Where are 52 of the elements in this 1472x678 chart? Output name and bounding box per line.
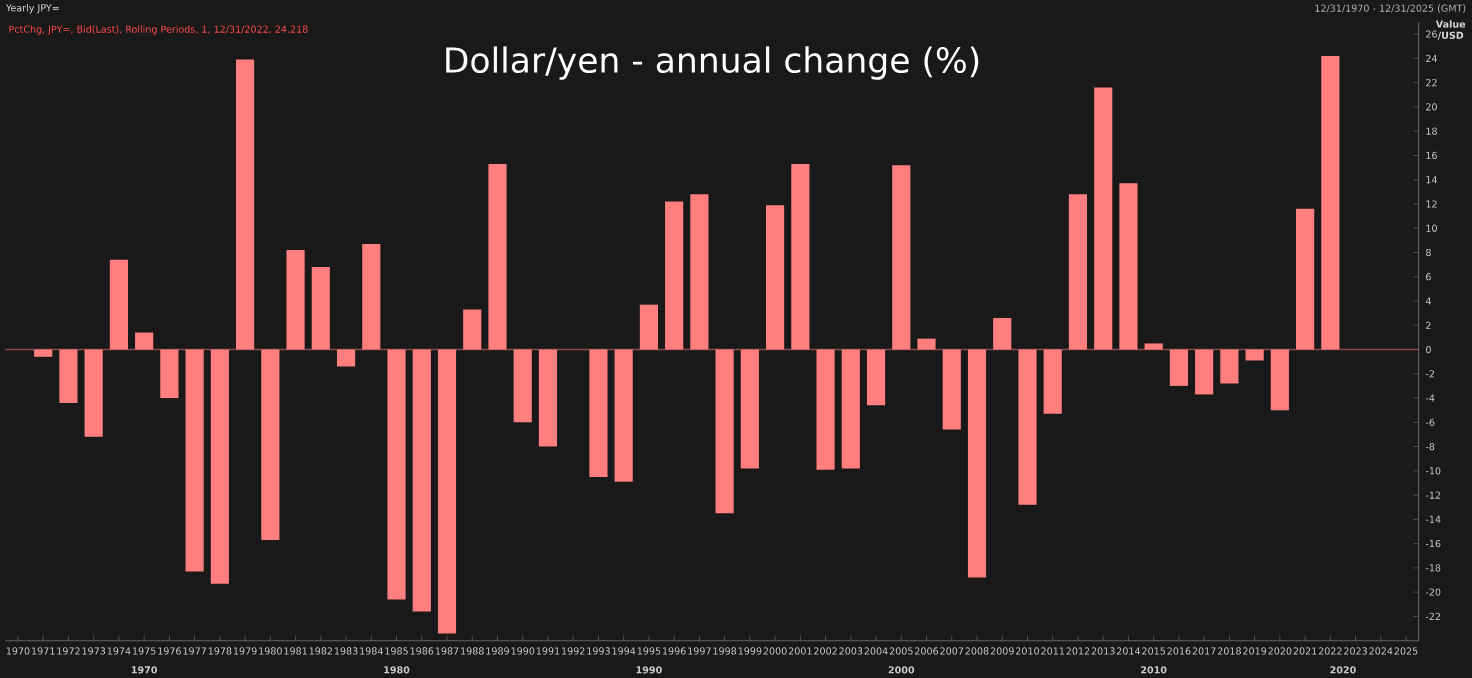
- bar: [639, 304, 658, 350]
- bar: [967, 349, 987, 578]
- bar: [336, 349, 356, 367]
- bar: [412, 349, 431, 612]
- bar: [185, 349, 204, 572]
- bar: [892, 165, 911, 350]
- bar: [1169, 349, 1188, 386]
- bar: [488, 163, 507, 350]
- bar: [311, 267, 330, 350]
- bar: [715, 349, 734, 514]
- bar: [59, 349, 78, 403]
- bar: [1043, 349, 1062, 414]
- bar: [816, 349, 835, 470]
- bar: [160, 349, 179, 399]
- bar: [1296, 208, 1315, 350]
- bar: [766, 205, 785, 350]
- bar: [1068, 194, 1088, 350]
- bar: [1245, 349, 1264, 361]
- bar: [437, 349, 457, 634]
- bar: [1321, 55, 1340, 350]
- bar: [740, 349, 759, 469]
- bar: [1144, 343, 1163, 350]
- bar: [538, 349, 558, 447]
- bar: [1018, 349, 1037, 505]
- bar: [614, 349, 633, 482]
- bar: [362, 243, 381, 350]
- bar: [690, 194, 709, 350]
- bar: [1195, 349, 1214, 395]
- bar: [387, 349, 406, 600]
- bar: [513, 349, 532, 423]
- bar: [135, 332, 154, 350]
- bar: [236, 59, 255, 350]
- bar: [993, 317, 1012, 350]
- bar: [791, 163, 810, 350]
- bar: [942, 349, 961, 430]
- bar: [665, 201, 684, 350]
- bar: [463, 309, 482, 350]
- bar: [1094, 87, 1113, 350]
- bar: [261, 349, 280, 540]
- bar: [34, 349, 53, 357]
- bar: [1119, 183, 1138, 350]
- bar: [109, 259, 128, 350]
- bar: [1270, 349, 1289, 411]
- bar: [589, 349, 608, 477]
- bar: [210, 349, 229, 584]
- bar: [917, 338, 936, 350]
- bar: [84, 349, 103, 437]
- bar: [841, 349, 860, 469]
- bar: [866, 349, 886, 406]
- bar: [286, 250, 305, 350]
- text: Dollar/yen - annual change (%): [446, 46, 979, 80]
- bar: [1220, 349, 1239, 384]
